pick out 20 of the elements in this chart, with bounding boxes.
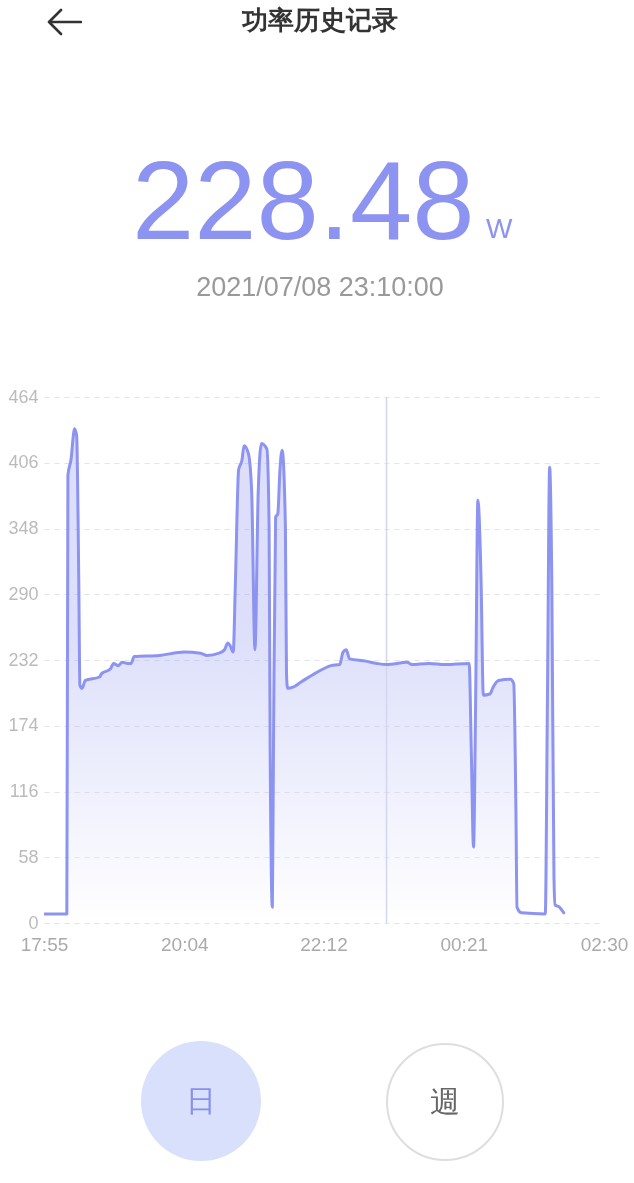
- y-tick-label: 290: [8, 583, 39, 604]
- y-tick-label: 58: [18, 846, 39, 867]
- x-tick-label: 02:30: [580, 933, 629, 955]
- y-tick-label: 116: [9, 781, 39, 801]
- week-button: 週: [386, 1043, 504, 1161]
- y-tick-label: 348: [8, 518, 39, 538]
- text: W: [486, 213, 513, 244]
- y-tick-label: 232: [8, 649, 39, 670]
- y-tick-label: 406: [8, 452, 39, 473]
- x-tick-label: 22:12: [300, 933, 348, 955]
- x-tick-label: 00:21: [440, 933, 488, 955]
- y-tick-label: 0: [28, 912, 39, 933]
- text: 228.48: [132, 138, 475, 263]
- y-tick-label: 174: [8, 715, 39, 736]
- y-tick-label: 464: [8, 386, 39, 407]
- x-tick-label: 17:55: [20, 933, 69, 955]
- day-button: 日: [141, 1041, 261, 1161]
- text: 2021/07/08 23:10:00: [195, 272, 445, 302]
- x-tick-label: 20:04: [161, 933, 209, 955]
- chart-title: 功率历史记录: [241, 4, 399, 36]
